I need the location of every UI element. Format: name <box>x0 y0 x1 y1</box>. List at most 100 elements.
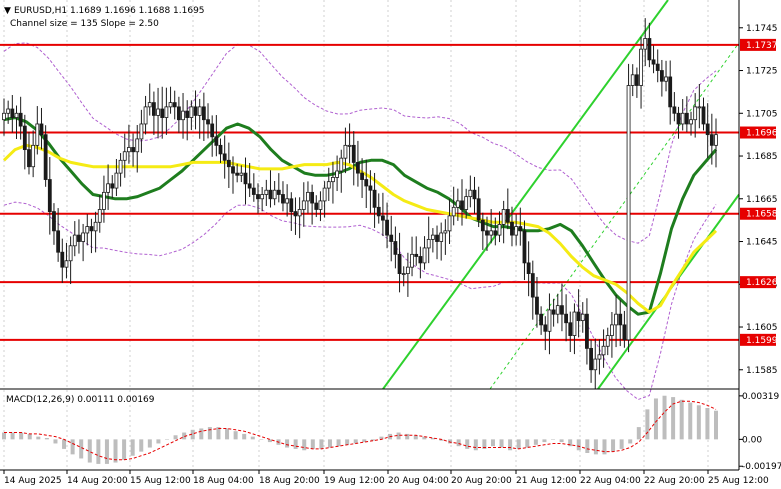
candle-body <box>89 226 94 232</box>
candle-body <box>418 256 423 264</box>
price-tick-label-0: 1.1745 <box>746 24 778 34</box>
candle-body <box>222 153 227 161</box>
candle-body <box>497 224 502 236</box>
macd-indicator <box>2 395 718 464</box>
macd-histogram-bar <box>679 399 684 440</box>
macd-histogram-bar <box>559 439 564 443</box>
lower-envelope <box>3 201 717 401</box>
candle-body <box>43 134 48 180</box>
candle-body <box>368 185 373 191</box>
candle-body <box>676 112 681 125</box>
candlesticks <box>2 18 718 389</box>
time-tick-label-6: 20 Aug 04:00 <box>388 476 449 486</box>
candle-body <box>52 211 56 232</box>
macd-histogram-bar <box>267 439 272 443</box>
symbol-ohlc-header: EURUSD,H1 1.1689 1.1696 1.1688 1.1695 <box>14 6 205 16</box>
candle-body <box>422 247 427 264</box>
candle-body <box>251 187 256 195</box>
candle-body <box>102 191 106 210</box>
macd-histogram-bar <box>473 439 478 451</box>
candle-body <box>547 309 552 332</box>
candle-body <box>705 123 710 136</box>
level-label-bg-0 <box>740 38 776 51</box>
candle-body <box>472 189 477 200</box>
candle-body <box>27 149 31 168</box>
level-label-2: 1.1658 <box>746 210 778 220</box>
candle-body <box>156 108 160 116</box>
candle-body <box>197 106 202 116</box>
candle-body <box>372 189 377 208</box>
candle-body <box>260 194 265 200</box>
macd-histogram-bar <box>628 439 633 444</box>
candle-body <box>97 209 102 223</box>
time-tick-label-9: 22 Aug 04:00 <box>580 476 641 486</box>
level-label-bg-4 <box>740 333 776 346</box>
macd-histogram-bar <box>430 438 435 440</box>
candle-body <box>426 238 431 249</box>
macd-histogram-bar <box>714 410 718 440</box>
candle-body <box>35 123 40 146</box>
macd-histogram-bar <box>653 398 658 440</box>
level-label-0: 1.1737 <box>746 41 778 51</box>
candle-body <box>405 266 410 274</box>
macd-histogram-bar <box>190 429 195 440</box>
macd-histogram-bar <box>671 397 676 440</box>
macd-histogram-bar <box>327 439 332 448</box>
macd-histogram-bar <box>104 439 109 464</box>
macd-histogram-bar <box>439 439 444 441</box>
macd-histogram-bar <box>139 439 144 452</box>
candle-body <box>14 112 19 118</box>
candle-body <box>226 159 231 168</box>
macd-histogram-bar <box>79 439 84 459</box>
candle-body <box>451 206 456 217</box>
macd-histogram-bar <box>70 439 75 455</box>
level-labels: 1.1737 1.1696 1.1658 1.1626 1.1599 <box>740 38 778 346</box>
candle-body <box>514 226 519 236</box>
macd-histogram-bar <box>456 439 461 447</box>
candle-body <box>572 311 577 336</box>
macd-histogram-bar <box>508 439 513 451</box>
candle-body <box>322 187 327 202</box>
candle-body <box>634 74 639 86</box>
price-tick-label-4: 1.1665 <box>746 195 778 205</box>
candle-body <box>505 209 510 223</box>
candle-body <box>485 230 489 236</box>
candle-body <box>293 211 298 217</box>
macd-histogram-bar <box>576 439 581 451</box>
candle-body <box>285 198 290 204</box>
macd-histogram-bar <box>619 439 624 449</box>
candle-body <box>68 245 73 262</box>
candle-body <box>510 221 514 236</box>
macd-histogram-bar <box>499 439 504 448</box>
macd-histogram-bar <box>370 439 375 441</box>
candle-body <box>39 123 44 136</box>
candle-body <box>480 219 485 232</box>
macd-histogram-bar <box>87 439 92 463</box>
macd-histogram-bar <box>593 439 598 455</box>
candle-body <box>110 183 115 189</box>
candle-body <box>318 200 323 210</box>
candle-body <box>680 112 685 125</box>
candle-body <box>201 106 206 121</box>
candle-body <box>526 262 531 274</box>
candle-body <box>310 191 315 204</box>
dropdown-marker-icon[interactable]: ▼ <box>4 6 11 16</box>
macd-histogram-bar <box>645 409 650 440</box>
price-tick-label-2: 1.1705 <box>746 109 778 119</box>
time-tick-label-10: 22 Aug 20:00 <box>644 476 705 486</box>
candle-body <box>2 112 6 121</box>
candle-body <box>376 206 381 217</box>
macd-histogram-bar <box>490 439 495 447</box>
level-label-bg-2 <box>740 207 776 220</box>
macd-histogram-bar <box>130 439 135 456</box>
macd-histogram-bar <box>113 439 118 463</box>
candle-body <box>206 119 210 125</box>
candle-body <box>447 215 452 232</box>
moving-averages <box>2 116 718 316</box>
candle-body <box>401 273 406 275</box>
macd-histogram-bar <box>516 439 521 449</box>
macd-axis-ticks: 0.00319 0.00 -0.00197 <box>739 392 781 472</box>
candle-body <box>276 189 281 195</box>
candle-body <box>626 85 631 341</box>
